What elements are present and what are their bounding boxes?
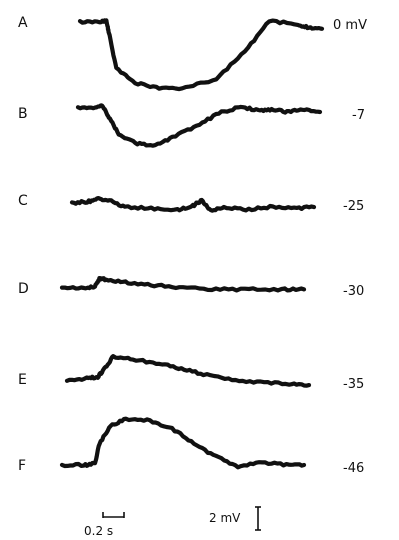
trace-a — [77, 18, 325, 92]
voltage-label-b: -7 — [352, 108, 365, 123]
panel-letter-a: A — [18, 15, 28, 31]
panel-letter-f: F — [18, 458, 26, 474]
panel-letter-c: C — [18, 193, 28, 209]
voltage-label-d: -30 — [343, 284, 364, 299]
voltage-scale-label: 2 mV — [209, 511, 241, 525]
trace-e — [64, 354, 312, 388]
panel-letter-d: D — [18, 281, 29, 297]
trace-b — [75, 103, 323, 148]
trace-f — [59, 416, 307, 470]
voltage-label-e: -35 — [343, 377, 364, 392]
voltage-label-c: -25 — [343, 199, 364, 214]
panel-letter-b: B — [18, 106, 28, 122]
voltage-scale-bar-group: 2 mV — [209, 506, 261, 531]
time-scale-label: 0.2 s — [84, 524, 113, 538]
trace-d — [59, 276, 307, 293]
trace-c — [69, 196, 317, 213]
voltage-label-f: -46 — [343, 461, 364, 476]
trace-panels: A 0 mV B -7 C -25 D -30 E -35 F -46 — [18, 15, 367, 476]
voltage-label-a: 0 mV — [333, 18, 367, 33]
panel-letter-e: E — [18, 372, 27, 388]
time-scale-bar-group: 0.2 s — [84, 512, 125, 538]
